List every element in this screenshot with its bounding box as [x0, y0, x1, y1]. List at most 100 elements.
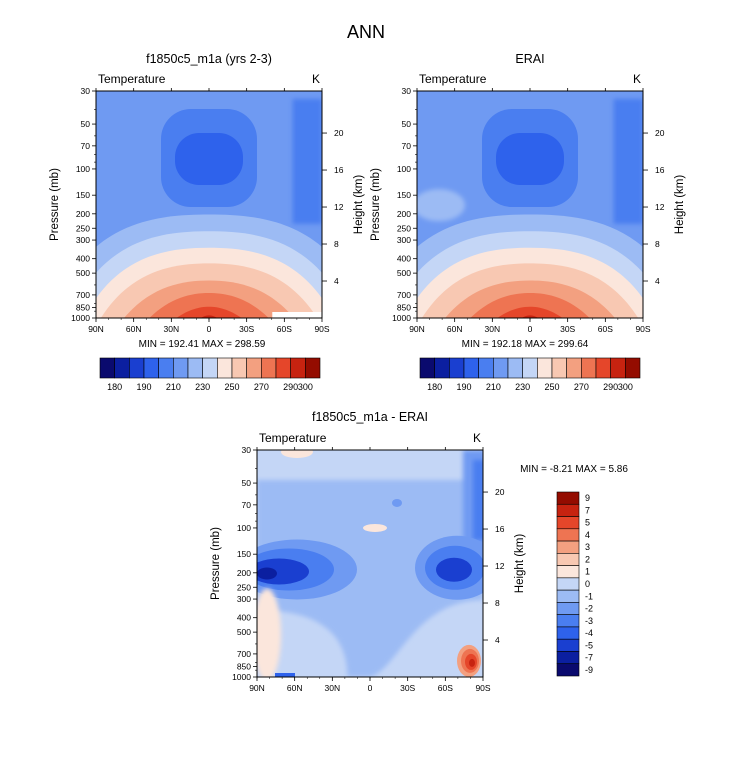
x-tick-label: 0	[207, 324, 212, 334]
x-tick-label: 60N	[447, 324, 463, 334]
panel-title: ERAI	[515, 52, 544, 66]
y-tick-label: 200	[76, 209, 90, 219]
colorbar-label: 4	[585, 530, 590, 540]
y-right-tick-label: 8	[334, 239, 339, 249]
colorbar-swatch	[556, 528, 580, 542]
y-axis-label: Pressure (mb)	[210, 527, 222, 600]
min-max-label: MIN = 192.41 MAX = 298.59	[139, 339, 266, 350]
colorbar-label: 300	[298, 382, 313, 392]
y-tick-label: 1000	[71, 313, 90, 323]
y-right-tick-label: 8	[655, 239, 660, 249]
panel-model: f1850c5_m1a (yrs 2-3)3050701001502002503…	[49, 52, 365, 392]
x-tick-label: 90S	[314, 324, 329, 334]
x-tick-label: 0	[528, 324, 533, 334]
y-right-tick-label: 16	[655, 165, 665, 175]
colorbar-label: 270	[254, 382, 269, 392]
colorbar-label: -7	[585, 653, 593, 663]
colorbar-swatch	[556, 614, 580, 628]
colorbar-swatch	[246, 357, 262, 379]
field-band-5	[470, 293, 590, 318]
field-polar-neg-inner	[473, 460, 483, 540]
x-tick-label: 60N	[287, 683, 303, 693]
field-surface-mask	[272, 312, 322, 318]
y-tick-label: 70	[242, 500, 252, 510]
units-label: K	[312, 72, 320, 86]
colorbar: 180 190 210 230 250 270 290 300	[99, 357, 321, 392]
y-tick-label: 30	[81, 86, 91, 96]
colorbar-label: 1	[585, 567, 590, 577]
colorbar-label: 190	[456, 382, 471, 392]
colorbar-swatch	[556, 516, 580, 530]
y-right-tick-label: 12	[334, 202, 344, 212]
colorbar-swatch	[556, 503, 580, 517]
colorbar-swatch	[556, 651, 580, 665]
contour-field	[417, 91, 643, 318]
colorbar-label: -2	[585, 604, 593, 614]
y-tick-label: 1000	[392, 313, 411, 323]
field-warm-nh-low	[257, 588, 281, 677]
colorbar-swatch	[187, 357, 203, 379]
x-tick-label: 30S	[239, 324, 254, 334]
y-tick-label: 100	[76, 164, 90, 174]
colorbar-swatch	[99, 357, 115, 379]
colorbar-swatch	[522, 357, 538, 379]
colorbar-swatch	[275, 357, 291, 379]
colorbar-swatch	[551, 357, 567, 379]
colorbar-swatch	[556, 663, 580, 677]
colorbar-swatch	[581, 357, 597, 379]
colorbar-swatch	[556, 565, 580, 579]
axes: 305070100150200250300400500700850100090N…	[49, 72, 365, 334]
colorbar-label: -4	[585, 628, 593, 638]
x-tick-label: 90N	[249, 683, 265, 693]
contour-field	[96, 91, 322, 318]
y-tick-label: 400	[76, 254, 90, 264]
y-tick-label: 200	[397, 209, 411, 219]
y-tick-label: 300	[237, 594, 251, 604]
x-tick-label: 30S	[560, 324, 575, 334]
y-right-tick-label: 4	[334, 276, 339, 286]
field-band-7	[200, 315, 218, 318]
y-right-tick-label: 20	[495, 487, 505, 497]
panel-title: f1850c5_m1a - ERAI	[312, 410, 428, 424]
colorbar-swatch	[419, 357, 435, 379]
colorbar-swatch	[556, 602, 580, 615]
y-right-tick-label: 16	[334, 165, 344, 175]
colorbar-swatch	[114, 357, 130, 379]
variable-label: Temperature	[419, 72, 487, 86]
y-tick-label: 250	[76, 223, 90, 233]
y-tick-label: 300	[76, 235, 90, 245]
colorbar-swatch	[493, 357, 509, 379]
y-tick-label: 30	[242, 445, 252, 455]
axes: 305070100150200250300400500700850100090N…	[210, 431, 526, 693]
colorbar-swatch	[478, 357, 494, 379]
field-neg1	[257, 480, 483, 677]
axes: 305070100150200250300400500700850100090N…	[370, 72, 686, 334]
y-tick-label: 1000	[232, 672, 251, 682]
y-tick-label: 250	[237, 582, 251, 592]
y-right-tick-label: 12	[655, 202, 665, 212]
field-neg-spot	[392, 498, 402, 507]
x-tick-label: 90S	[635, 324, 650, 334]
colorbar-swatch	[556, 491, 580, 505]
y-tick-label: 850	[397, 302, 411, 312]
colorbar-swatch	[143, 357, 159, 379]
colorbar-label: 250	[224, 382, 239, 392]
field-cold-core-inner	[175, 133, 243, 185]
colorbar-swatch	[556, 540, 580, 554]
colorbar: 9 7 5 4 3 2 1 0 -1 -2 -3 -4 -5 -7 -9	[556, 491, 593, 677]
y-tick-label: 300	[397, 235, 411, 245]
x-tick-label: 90S	[475, 683, 490, 693]
panel-obs: ERAI305070100150200250300400500700850100…	[370, 52, 686, 392]
colorbar-label: 290	[603, 382, 618, 392]
y-tick-label: 400	[237, 613, 251, 623]
y-right-tick-label: 4	[495, 635, 500, 645]
min-max-label: MIN = 192.18 MAX = 299.64	[462, 339, 589, 350]
y-tick-label: 400	[397, 254, 411, 264]
panel-diff: f1850c5_m1a - ERAI3050701001502002503004…	[210, 410, 628, 693]
colorbar-swatch	[261, 357, 277, 379]
y-tick-label: 700	[237, 649, 251, 659]
y-right-tick-label: 4	[655, 276, 660, 286]
x-tick-label: 90N	[409, 324, 425, 334]
colorbar-swatch	[173, 357, 189, 379]
